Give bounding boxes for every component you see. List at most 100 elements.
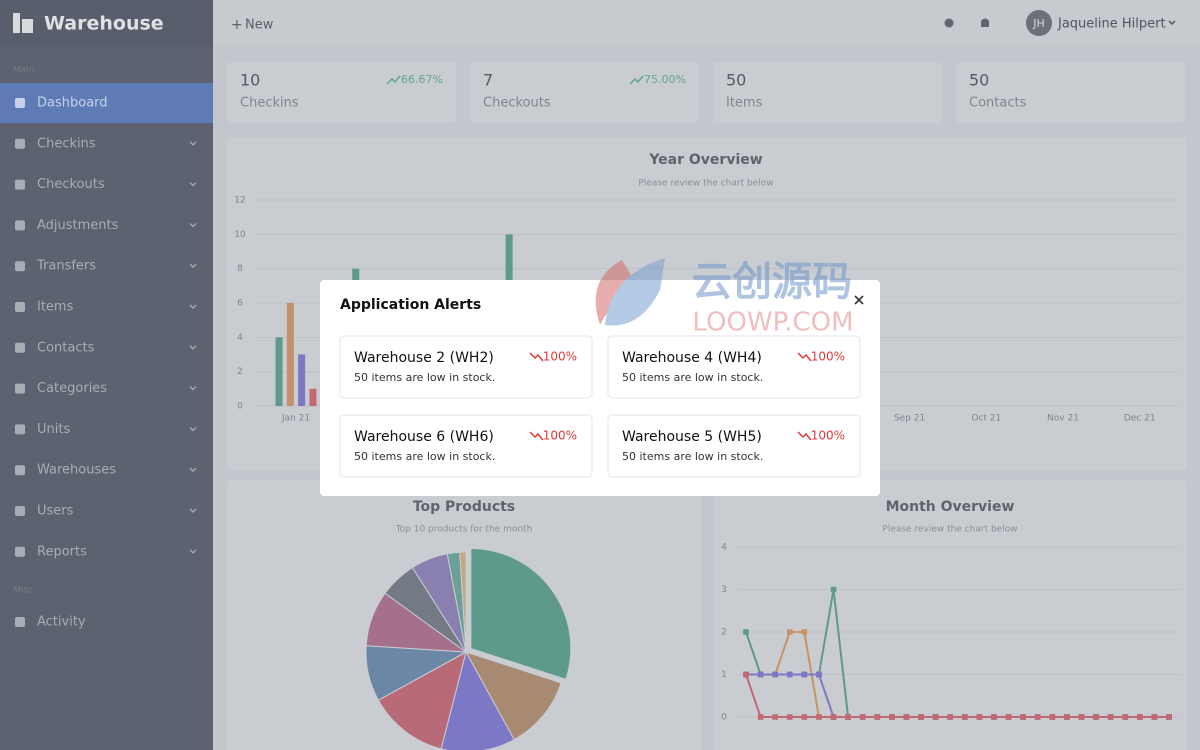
point — [918, 714, 924, 720]
alert-name: Warehouse 6 (WH6) — [354, 429, 494, 445]
point — [801, 714, 808, 720]
menu-icon — [15, 383, 25, 394]
menu-item[interactable]: Checkins — [37, 136, 96, 151]
section-label: Misc — [13, 586, 33, 596]
x-tick-label: Nov 21 — [1047, 414, 1079, 424]
watermark-text: LOOWP.COM — [692, 308, 853, 338]
brand: Warehouse — [44, 13, 164, 35]
menu-item[interactable]: Items — [37, 300, 74, 315]
active-item — [0, 83, 213, 123]
alert-name: Warehouse 4 (WH4) — [622, 350, 762, 366]
brand-icon — [13, 13, 20, 33]
stat-value: 50 — [726, 71, 746, 90]
menu-icon — [15, 179, 25, 190]
menu-icon — [15, 506, 25, 516]
point — [743, 629, 749, 635]
chart-title: Top Products — [413, 499, 515, 515]
watermark-logo — [605, 258, 665, 326]
menu-item[interactable]: Adjustments — [37, 218, 119, 233]
point — [757, 671, 764, 678]
new-button[interactable]: New — [245, 18, 274, 33]
chevron — [189, 467, 197, 473]
point — [801, 629, 808, 635]
alert-card[interactable] — [339, 335, 593, 399]
alert-change: 100% — [543, 350, 577, 364]
point — [786, 629, 793, 635]
close-button[interactable] — [854, 295, 864, 305]
point — [801, 671, 808, 678]
point — [772, 714, 778, 720]
menu-item[interactable]: Dashboard — [37, 96, 108, 111]
menu-icon — [15, 98, 25, 108]
user-name[interactable]: Jaqueline Hilpert — [1057, 17, 1166, 32]
y-tick-label: 0 — [721, 713, 727, 723]
settings-icon[interactable] — [944, 18, 954, 28]
trend-down-icon — [529, 431, 544, 441]
point — [1107, 714, 1114, 720]
menu-item[interactable]: Units — [37, 422, 70, 437]
point — [830, 714, 837, 720]
menu-item[interactable]: Reports — [37, 544, 87, 559]
avatar[interactable] — [1026, 10, 1052, 36]
alert-name: Warehouse 2 (WH2) — [354, 350, 494, 366]
stat-change: 75.00% — [644, 73, 686, 86]
menu-item[interactable]: Users — [37, 504, 74, 519]
chevron — [189, 386, 197, 391]
chart-subtitle: Please review the chart below — [638, 179, 773, 189]
trend-down-icon — [797, 431, 812, 441]
menu-item[interactable]: Categories — [37, 381, 107, 396]
pie-slice — [459, 551, 467, 653]
point — [1151, 714, 1158, 720]
point — [772, 671, 778, 678]
alert-name: Warehouse 5 (WH5) — [622, 429, 762, 445]
menu-item[interactable]: Checkouts — [37, 177, 105, 192]
watermark-text: 云创源码 — [692, 259, 852, 305]
stat-card — [713, 62, 942, 123]
point — [830, 586, 837, 593]
bell-icon[interactable] — [981, 18, 989, 28]
point — [1020, 714, 1026, 720]
trend-icon — [386, 75, 401, 85]
alert-message: 50 items are low in stock. — [622, 371, 763, 384]
trend-down-icon — [529, 352, 544, 362]
x-tick-label: Sep 21 — [894, 414, 925, 424]
point — [1093, 714, 1099, 720]
point — [757, 714, 764, 720]
point — [816, 671, 822, 678]
alert-card[interactable] — [339, 414, 593, 478]
chart-title: Year Overview — [648, 152, 762, 168]
point — [816, 714, 822, 720]
pie-slice — [440, 650, 515, 750]
alert-card[interactable] — [607, 414, 861, 478]
stat-card — [470, 62, 699, 123]
modal: Application Alerts Warehouse 2 (WH2) 50 i… — [320, 280, 880, 496]
menu-item[interactable]: Transfers — [36, 259, 96, 274]
pie-slice — [464, 651, 562, 741]
menu-item[interactable]: Contacts — [37, 340, 95, 355]
menu-icon — [15, 465, 25, 476]
bar — [298, 354, 306, 406]
alert-card[interactable] — [607, 335, 861, 399]
menu-icon — [15, 261, 25, 272]
stat-label: Checkouts — [483, 96, 551, 111]
menu-icon — [15, 342, 25, 353]
pie-slice — [377, 651, 467, 750]
y-tick-label: 2 — [237, 367, 243, 377]
y-tick-label: 4 — [237, 333, 243, 343]
point — [932, 714, 939, 720]
alert-change: 100% — [811, 350, 845, 364]
point — [1137, 714, 1143, 720]
point — [903, 714, 910, 720]
menu-item[interactable]: Activity — [37, 615, 86, 630]
x-tick-label: Dec 21 — [1124, 414, 1156, 424]
y-tick-label: 1 — [721, 670, 727, 680]
chevron — [189, 508, 197, 513]
stat-value: 50 — [969, 71, 989, 90]
menu-icon — [15, 302, 25, 312]
alert-change: 100% — [543, 429, 577, 443]
menu-item[interactable]: Warehouses — [37, 463, 116, 478]
bar — [275, 337, 283, 406]
point — [1122, 714, 1129, 720]
